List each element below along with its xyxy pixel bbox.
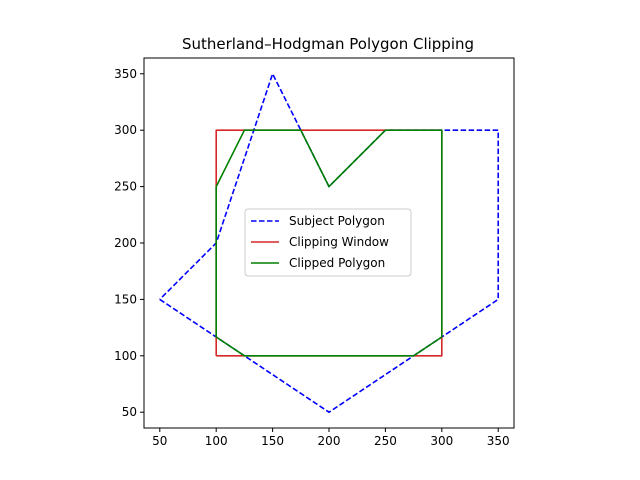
x-tick-label: 100 bbox=[205, 434, 228, 448]
legend: Subject Polygon Clipping Window Clipped Po… bbox=[244, 208, 412, 277]
legend-box bbox=[244, 208, 412, 277]
y-tick-label: 150 bbox=[114, 292, 137, 306]
x-tick-label: 350 bbox=[487, 434, 510, 448]
x-tick-label: 50 bbox=[152, 434, 167, 448]
y-tick-label: 200 bbox=[114, 236, 137, 250]
legend-label-1: Clipping Window bbox=[289, 235, 389, 249]
series-line-2 bbox=[215, 129, 443, 357]
y-tick-label: 300 bbox=[114, 123, 137, 137]
x-tick-label: 150 bbox=[261, 434, 284, 448]
x-tick-label: 250 bbox=[374, 434, 397, 448]
chart-title: Sutherland–Hodgman Polygon Clipping bbox=[182, 35, 474, 53]
x-tick-label: 200 bbox=[318, 434, 341, 448]
legend-label-2: Clipped Polygon bbox=[289, 256, 385, 270]
x-tick-label: 300 bbox=[430, 434, 453, 448]
y-tick-label: 250 bbox=[114, 180, 137, 194]
plot-lines bbox=[159, 72, 500, 414]
y-axis: 50 100 150 200 250 300 350 bbox=[114, 67, 144, 419]
y-tick-label: 100 bbox=[114, 349, 137, 363]
y-tick-label: 350 bbox=[114, 67, 137, 81]
legend-label-0: Subject Polygon bbox=[289, 214, 385, 228]
x-axis: 50 100 150 200 250 300 350 bbox=[152, 428, 510, 448]
y-tick-label: 50 bbox=[122, 405, 137, 419]
